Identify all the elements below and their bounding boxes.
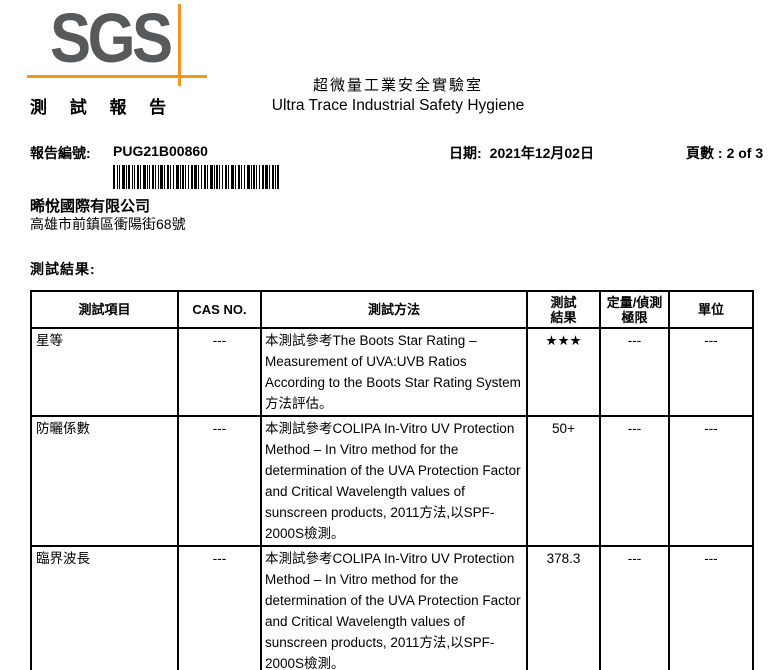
cell-detection-limit: --- (599, 327, 670, 417)
header-test-result: 測試 結果 (526, 290, 601, 329)
report-number-value: PUG21B00860 (113, 143, 208, 159)
cell-test-item: 臨界波長 (30, 545, 179, 670)
table-row: 防曬係數 --- 本測試參考COLIPA In-Vitro UV Protect… (30, 415, 754, 547)
report-date-row: 日期: 2021年12月02日 (449, 143, 594, 163)
cell-unit: --- (668, 545, 754, 670)
page-label: 頁數 : (686, 145, 723, 161)
page-number-row: 頁數 :2 of 3 (686, 143, 763, 163)
header-unit: 單位 (668, 290, 754, 329)
lab-name-english: Ultra Trace Industrial Safety Hygiene (271, 97, 525, 114)
report-number-row: 報告編號: PUG21B00860 (30, 143, 208, 163)
cell-test-method: 本測試參考COLIPA In-Vitro UV Protection Metho… (260, 415, 528, 547)
client-address: 高雄市前鎮區衝陽街68號 (30, 216, 186, 232)
logo-orange-vertical-line (178, 4, 181, 86)
cell-detection-limit: --- (599, 415, 670, 547)
header-test-item: 測試項目 (30, 290, 179, 329)
logo-orange-horizontal-line (27, 75, 207, 78)
cell-test-item: 星等 (30, 327, 179, 417)
barcode (113, 165, 279, 189)
cell-unit: --- (668, 327, 754, 417)
header-test-method: 測試方法 (260, 290, 528, 329)
cell-test-method: 本測試參考The Boots Star Rating – Measurement… (260, 327, 528, 417)
cell-unit: --- (668, 415, 754, 547)
report-number-label: 報告編號: (30, 145, 91, 161)
lab-name-block: 超微量工業安全實驗室 Ultra Trace Industrial Safety… (228, 74, 568, 115)
report-title: 測 試 報 告 (30, 98, 176, 117)
table-row: 星等 --- 本測試參考The Boots Star Rating – Meas… (30, 327, 754, 417)
cell-test-method: 本測試參考COLIPA In-Vitro UV Protection Metho… (260, 545, 528, 670)
table-header-row: 測試項目 CAS NO. 測試方法 測試 結果 定量/偵測 極限 單位 (30, 290, 754, 329)
test-results-section-label: 測試結果: (30, 261, 96, 277)
header-cas-no: CAS NO. (177, 290, 262, 329)
cell-test-result: 378.3 (526, 545, 601, 670)
cell-test-result: ★★★ (526, 327, 601, 417)
date-value: 2021年12月02日 (489, 145, 594, 161)
date-label: 日期: (449, 145, 482, 161)
cell-cas-no: --- (177, 545, 262, 670)
page-value: 2 of 3 (726, 145, 764, 161)
cell-detection-limit: --- (599, 545, 670, 670)
client-name: 晞悅國際有限公司 (30, 198, 151, 215)
sgs-logo: SGS (50, 0, 173, 77)
header-detection-limit: 定量/偵測 極限 (599, 290, 670, 329)
lab-name-chinese: 超微量工業安全實驗室 (312, 76, 483, 94)
cell-test-item: 防曬係數 (30, 415, 179, 547)
cell-cas-no: --- (177, 415, 262, 547)
table-row: 臨界波長 --- 本測試參考COLIPA In-Vitro UV Protect… (30, 545, 754, 670)
cell-test-result: 50+ (526, 415, 601, 547)
test-results-table: 測試項目 CAS NO. 測試方法 測試 結果 定量/偵測 極限 單位 星等 -… (30, 290, 754, 670)
cell-cas-no: --- (177, 327, 262, 417)
